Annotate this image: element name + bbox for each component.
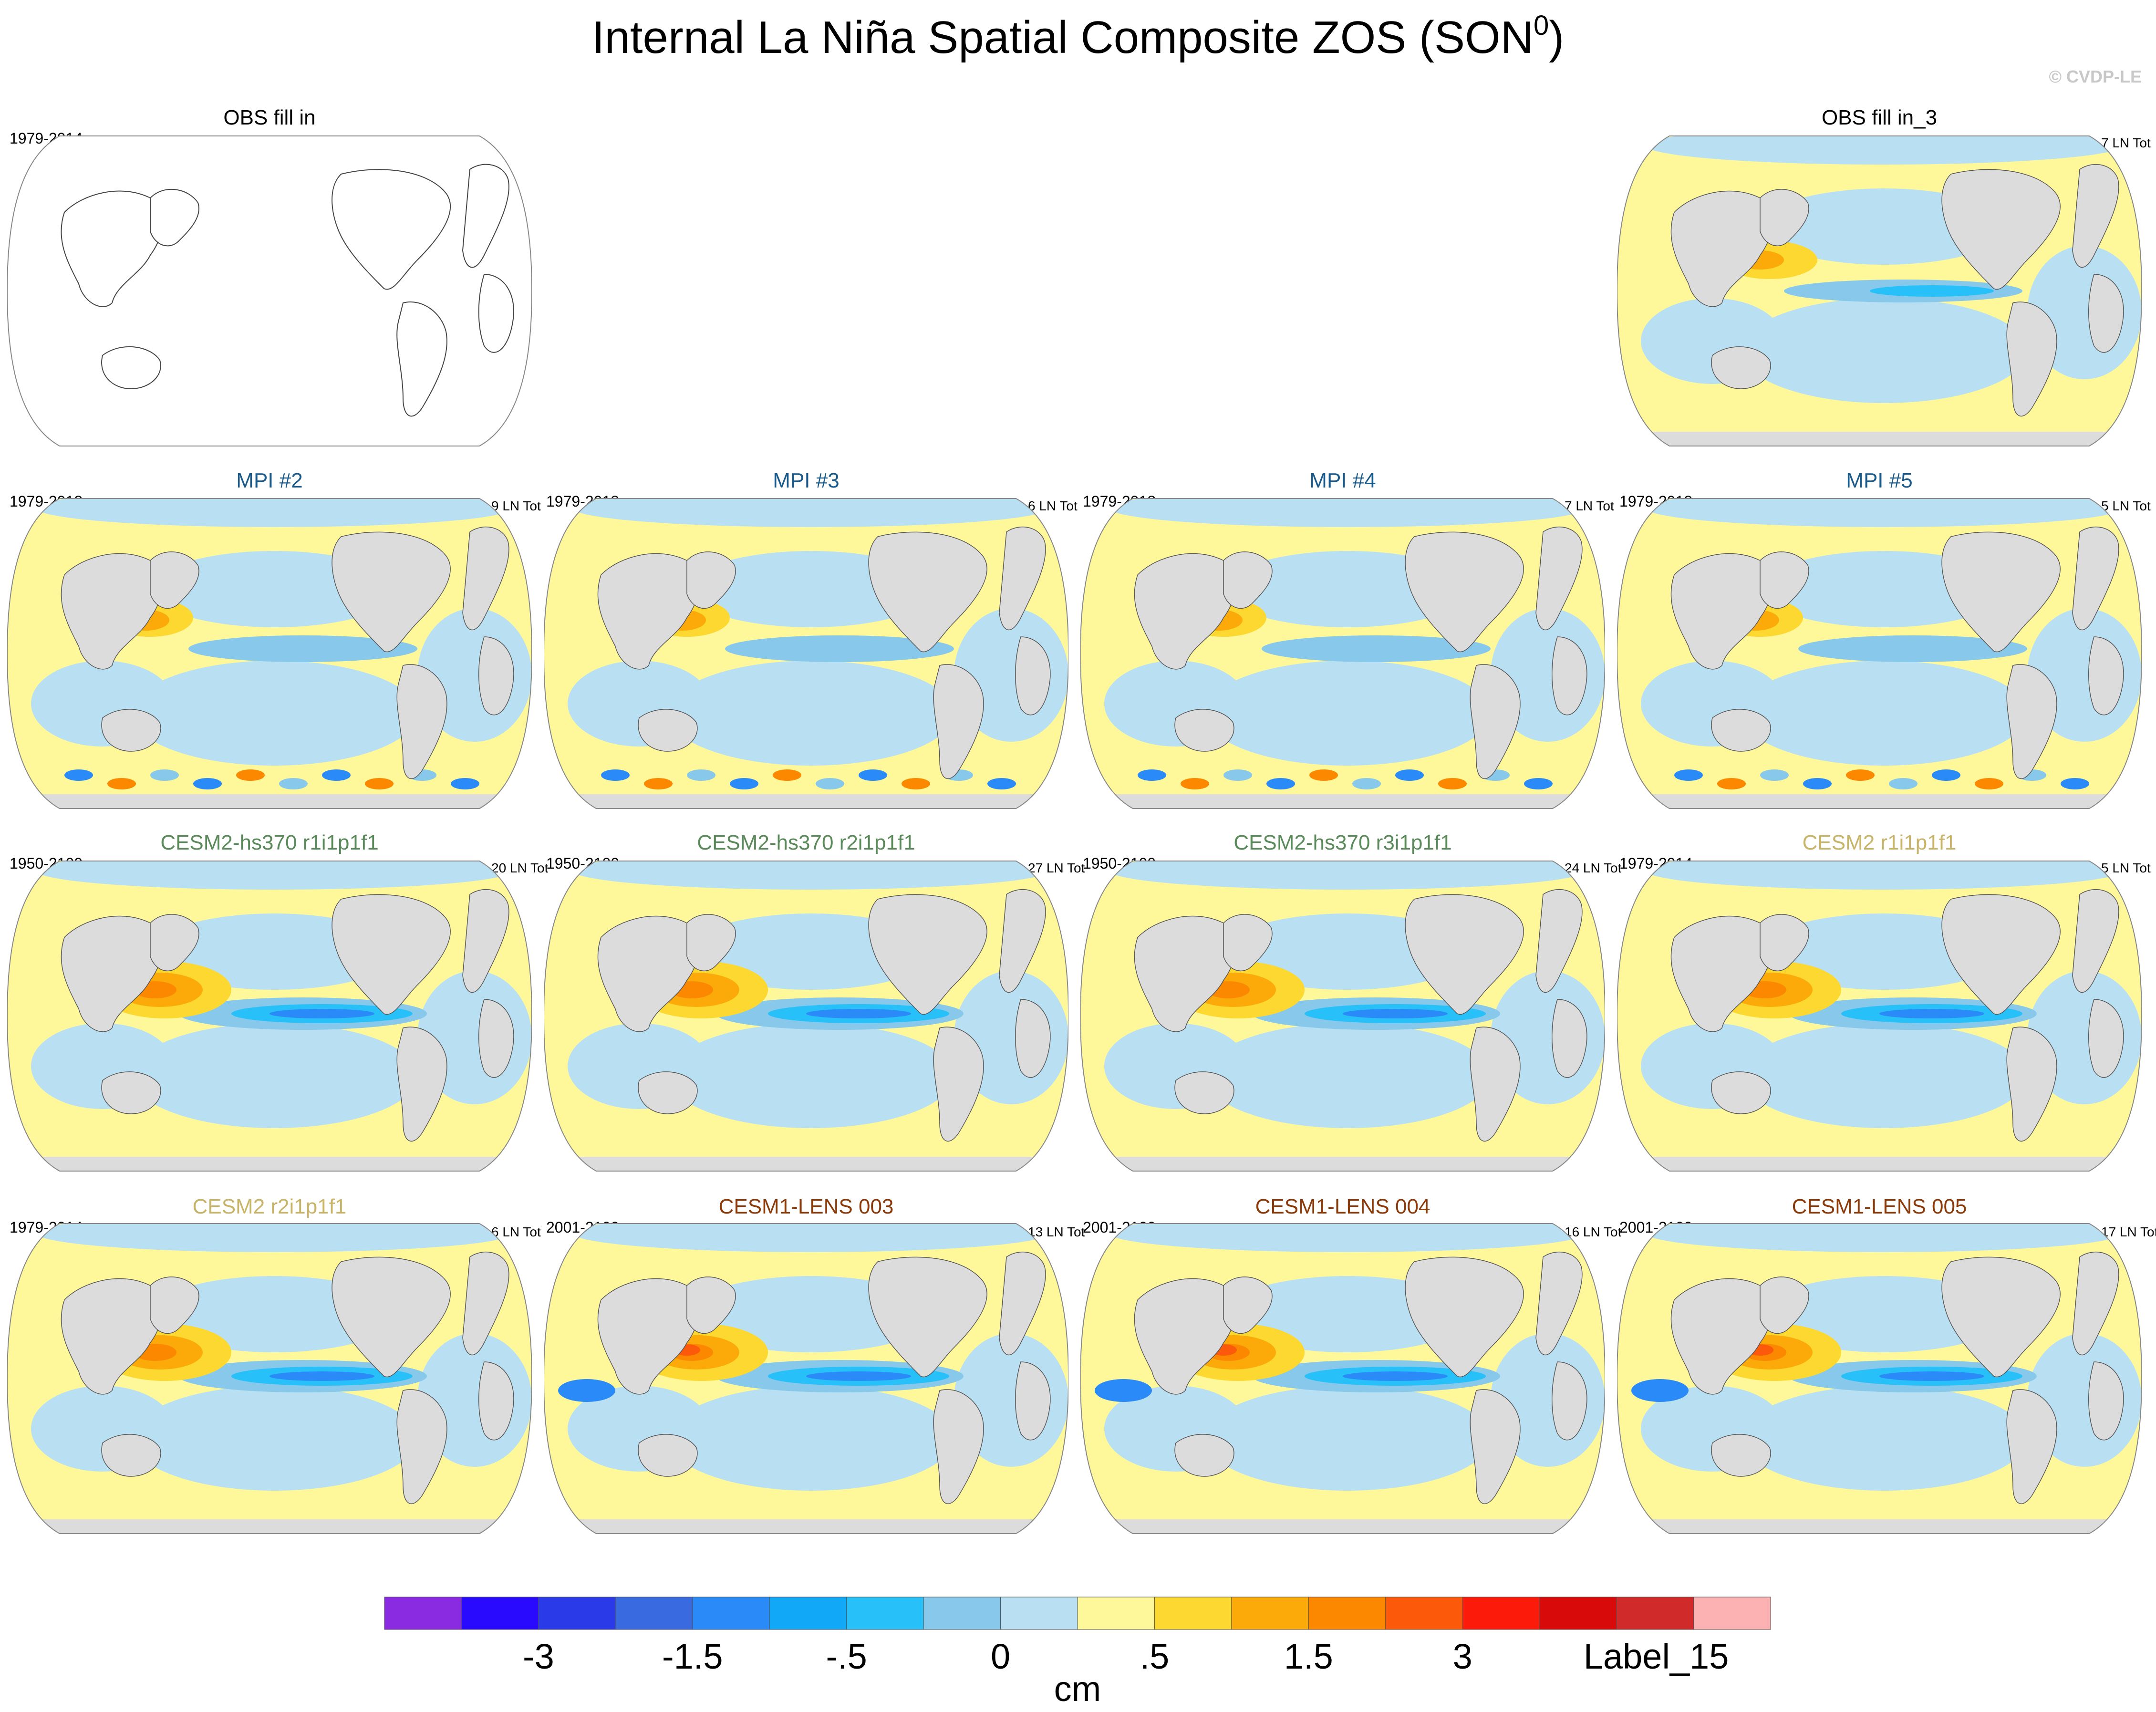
panel-title: OBS fill in_3	[1821, 106, 1938, 129]
colorbar-swatch	[461, 1597, 539, 1630]
panel-event-count: 9 LN Tot	[491, 498, 541, 513]
colorbar-tick-label: -.5	[826, 1637, 867, 1676]
panel-title: CESM1-LENS 004	[1255, 1195, 1430, 1218]
panel-title: CESM2-hs370 r2i1p1f1	[697, 831, 915, 854]
map-panel	[1617, 135, 2142, 446]
panel-title: CESM2-hs370 r3i1p1f1	[1233, 831, 1452, 854]
map-panel	[1617, 498, 2142, 809]
panel-event-count: 16 LN Tot	[1565, 1224, 1622, 1239]
map-panel	[1080, 861, 1605, 1172]
panel-title: CESM1-LENS 005	[1792, 1195, 1967, 1218]
panel-event-count: 5 LN Tot	[2101, 498, 2151, 513]
map-panel	[7, 498, 532, 809]
colorbar-swatch	[1000, 1597, 1078, 1630]
colorbar-swatch	[1077, 1597, 1155, 1630]
panel-event-count: 13 LN Tot	[1028, 1224, 1085, 1239]
colorbar-tick-label: 1.5	[1284, 1637, 1333, 1676]
map-panel	[1080, 498, 1605, 809]
panel-event-count: 7 LN Tot	[1565, 498, 1614, 513]
panel-title: MPI #3	[773, 469, 840, 492]
title-text: Internal La Niña Spatial Composite ZOS (…	[591, 12, 1534, 63]
colorbar-swatch	[846, 1597, 924, 1630]
panel-event-count: 6 LN Tot	[491, 1224, 541, 1239]
panel-title: MPI #4	[1309, 469, 1376, 492]
colorbar-swatch	[1539, 1597, 1617, 1630]
panel-event-count: 17 LN Tot	[2101, 1224, 2156, 1239]
title-superscript: 0	[1533, 10, 1549, 41]
map-panel	[1080, 1223, 1605, 1534]
panel-title: CESM2 r1i1p1f1	[1802, 831, 1957, 854]
map-panel	[7, 861, 532, 1172]
colorbar-swatch	[923, 1597, 1001, 1630]
colorbar-swatch	[384, 1597, 462, 1630]
colorbar-swatch	[1462, 1597, 1540, 1630]
colorbar-swatch	[538, 1597, 616, 1630]
panel-title: MPI #2	[236, 469, 303, 492]
map-panel	[544, 861, 1068, 1172]
panel-event-count: 6 LN Tot	[1028, 498, 1078, 513]
panel-event-count: 7 LN Tot	[2101, 135, 2151, 150]
colorbar-tick-label: -3	[522, 1637, 554, 1676]
colorbar-units: cm	[1054, 1669, 1101, 1709]
colorbar-swatch	[1616, 1597, 1694, 1630]
title-close: )	[1549, 12, 1565, 63]
colorbar-swatch	[1154, 1597, 1232, 1630]
panel-title: OBS fill in	[223, 106, 316, 129]
figure-title: Internal La Niña Spatial Composite ZOS (…	[0, 10, 2156, 64]
colorbar-tick-label: 0	[990, 1637, 1011, 1676]
map-panel	[1617, 861, 2142, 1172]
colorbar-swatch	[769, 1597, 847, 1630]
colorbar-tick-label: .5	[1140, 1637, 1170, 1676]
panel-title: CESM2 r2i1p1f1	[192, 1195, 347, 1218]
panel-title: CESM2-hs370 r1i1p1f1	[160, 831, 379, 854]
panel-event-count: 27 LN Tot	[1028, 861, 1085, 875]
map-panel	[544, 1223, 1068, 1534]
panel-event-count: 5 LN Tot	[2101, 861, 2151, 875]
map-panel	[1617, 1223, 2142, 1534]
panel-event-count: 24 LN Tot	[1565, 861, 1622, 875]
colorbar-tick-label: 3	[1452, 1637, 1472, 1676]
panel-title: MPI #5	[1846, 469, 1913, 492]
colorbar-tick-label: Label_15	[1583, 1637, 1729, 1676]
colorbar-swatch	[692, 1597, 770, 1630]
colorbar-tick-label: -1.5	[662, 1637, 723, 1676]
map-panel	[544, 498, 1068, 809]
map-panel	[7, 1223, 532, 1534]
colorbar-swatch	[1693, 1597, 1771, 1630]
colorbar-swatch	[1385, 1597, 1463, 1630]
panel-title: CESM1-LENS 003	[718, 1195, 894, 1218]
colorbar-swatch	[1231, 1597, 1309, 1630]
colorbar-swatch	[1308, 1597, 1386, 1630]
map-panel	[7, 135, 532, 446]
copyright-label: © CVDP-LE	[2049, 67, 2142, 86]
panel-event-count: 20 LN Tot	[491, 861, 549, 875]
colorbar-swatch	[615, 1597, 693, 1630]
